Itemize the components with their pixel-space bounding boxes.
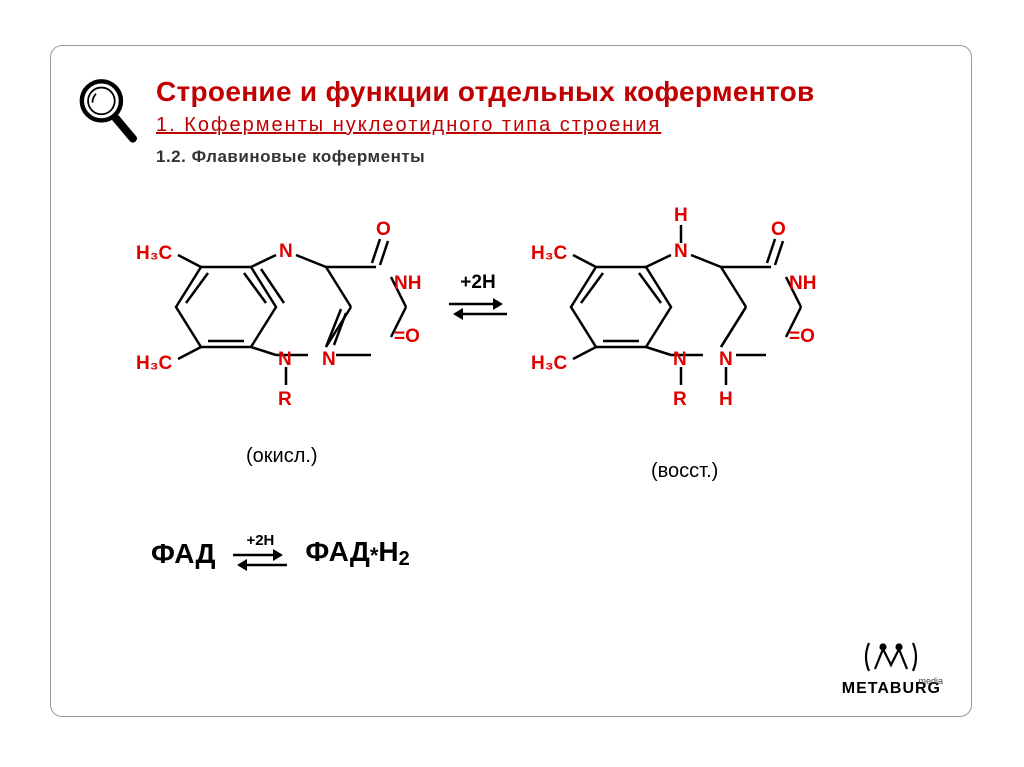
svg-text:H₃C: H₃C	[531, 243, 568, 264]
svg-text:H: H	[719, 389, 733, 410]
svg-text:NH: NH	[789, 273, 816, 294]
svg-text:O: O	[771, 219, 786, 240]
magnifier-icon	[71, 76, 146, 156]
svg-text:=O: =O	[789, 326, 815, 347]
subtitle: 1. Коферменты нуклеотидного типа строени…	[156, 114, 941, 137]
svg-text:H: H	[674, 205, 688, 226]
svg-text:H₃C: H₃C	[136, 353, 173, 374]
title: Строение и функции отдельных коферментов	[156, 76, 941, 108]
svg-text:H₃C: H₃C	[531, 353, 568, 374]
svg-text:NH: NH	[394, 273, 421, 294]
eq-lhs: ФАД	[151, 538, 215, 570]
logo-sub: media	[918, 676, 943, 686]
svg-text:O: O	[376, 219, 391, 240]
subsubtitle: 1.2. Флавиновые коферменты	[156, 147, 941, 167]
reaction-arrow: +2H	[443, 272, 513, 331]
logo: METABURG media	[842, 639, 941, 698]
svg-text:N: N	[278, 349, 292, 370]
svg-text:H₃C: H₃C	[136, 243, 173, 264]
molecule-reduced: N H N N R H O NH =O H₃C H₃C	[531, 187, 871, 452]
svg-text:=O: =O	[394, 326, 420, 347]
svg-text:R: R	[673, 389, 687, 410]
eq-rhs: ФАД*H2	[305, 536, 409, 571]
svg-text:N: N	[279, 241, 293, 262]
equation: ФАД +2H ФАД*H2	[151, 532, 410, 575]
caption-oxidized: (окисл.)	[246, 445, 318, 468]
svg-text:N: N	[719, 349, 733, 370]
reaction-diagram: N N N R O NH =O H₃C H₃C +2H	[51, 167, 971, 607]
svg-text:N: N	[673, 349, 687, 370]
svg-text:N: N	[674, 241, 688, 262]
molecule-oxidized: N N N R O NH =O H₃C H₃C	[136, 207, 446, 442]
eq-arrow: +2H	[227, 532, 293, 575]
header: Строение и функции отдельных коферментов…	[51, 46, 971, 167]
svg-text:R: R	[278, 389, 292, 410]
slide-frame: Строение и функции отдельных коферментов…	[50, 45, 972, 717]
caption-reduced: (восст.)	[651, 460, 718, 483]
svg-text:N: N	[322, 349, 336, 370]
